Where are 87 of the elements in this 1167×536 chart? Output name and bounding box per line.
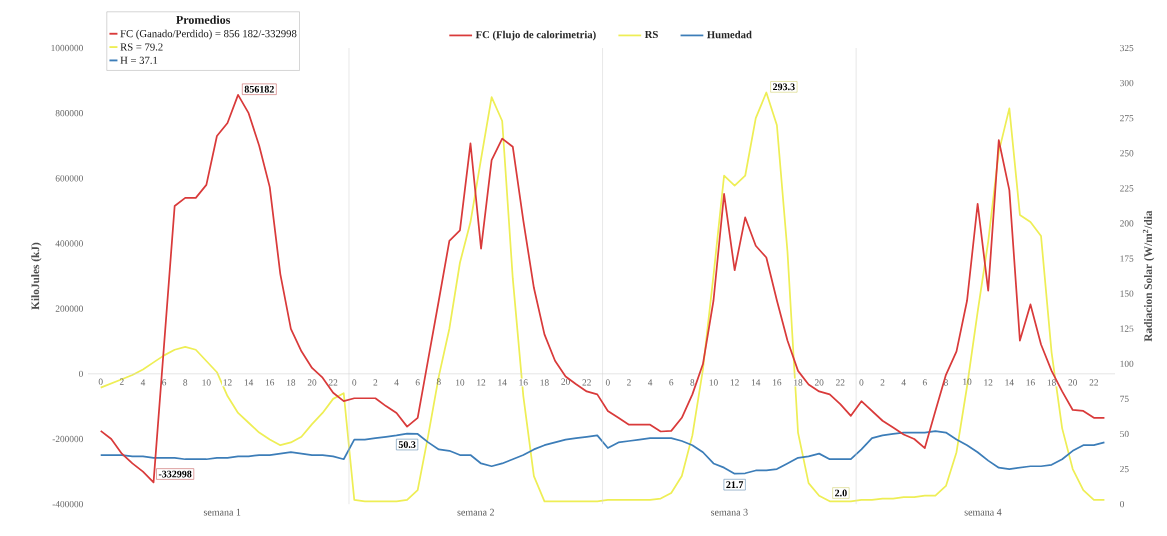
x-tick-label: 14 [1005, 379, 1014, 386]
data-label: 21.7 [726, 481, 744, 488]
x-tick-label: 14 [244, 379, 254, 386]
x-tick-label: 22 [328, 379, 338, 386]
legend-label: RS [644, 30, 658, 38]
x-tick-label: 0 [352, 379, 357, 386]
x-tick-label: 20 [1068, 379, 1078, 386]
x-tick-label: 22 [582, 379, 591, 386]
y-tick-label: 0 [79, 370, 83, 377]
y-tick-label: 800000 [55, 109, 83, 117]
x-tick-label: 18 [1047, 379, 1056, 386]
text: Promedios [176, 15, 231, 24]
x-tick-label: 8 [436, 378, 441, 385]
legend-label: Humedad [707, 30, 752, 39]
x-tick-label: 0 [605, 379, 610, 386]
x-tick-label: 0 [98, 378, 103, 385]
x-tick-label: 2 [373, 379, 378, 386]
y2-tick-label: 150 [1120, 290, 1134, 297]
text: semana 2 [457, 508, 494, 516]
x-tick-label: 6 [415, 379, 420, 386]
x-tick-label: 6 [162, 379, 167, 386]
y-tick-label: 400000 [55, 240, 83, 247]
x-tick-label: 16 [265, 379, 275, 386]
y2-tick-label: 225 [1120, 185, 1134, 192]
x-tick-label: 4 [647, 379, 653, 386]
x-tick-label: 2 [119, 378, 124, 385]
x-tick-label: 10 [709, 379, 718, 386]
annotation: RS = 79.2 [120, 43, 163, 51]
annotation: H = 37.1 [120, 56, 158, 64]
data-label: 2.0 [835, 489, 847, 497]
text: FC (Ganado/Perdido) = 856 182/-332998 [120, 29, 297, 40]
y-tick-label: -200000 [52, 435, 83, 443]
text: semana 4 [964, 508, 1002, 516]
x-tick-label: 6 [669, 379, 674, 386]
x-tick-label: 20 [561, 378, 570, 385]
x-tick-label: 12 [984, 379, 993, 386]
data-label: 293.3 [773, 83, 795, 91]
y2-tick-label: 175 [1120, 255, 1134, 262]
x-tick-label: 14 [751, 379, 761, 386]
x-tick-label: 16 [773, 379, 782, 386]
y-tick-label: 600000 [55, 175, 83, 182]
x-tick-label: 12 [477, 379, 486, 386]
y2-tick-label: 50 [1120, 430, 1129, 438]
x-tick-label: 18 [287, 379, 296, 386]
x-tick-label: 6 [922, 379, 927, 386]
x-tick-label: 16 [519, 379, 528, 386]
x-tick-label: 2 [627, 379, 631, 386]
text: semana 1 [203, 508, 241, 516]
y-tick-label: 1000000 [51, 44, 83, 52]
legend-label: FC (Flujo de calorimetria) [475, 30, 596, 41]
x-tick-label: 16 [1026, 379, 1035, 386]
y2-tick-label: 25 [1120, 465, 1129, 473]
y2-tick-label: 300 [1120, 79, 1134, 87]
y-tick-label: 200000 [55, 305, 83, 312]
text: semana 3 [711, 508, 748, 516]
y2-tick-label: 100 [1120, 360, 1134, 367]
x-tick-label: 12 [730, 379, 739, 386]
data-label: 856182 [244, 85, 274, 93]
x-tick-label: 12 [223, 379, 232, 386]
x-tick-label: 4 [140, 379, 146, 386]
y2-tick-label: 325 [1120, 44, 1134, 52]
x-tick-label: 14 [498, 379, 507, 386]
y2-tick-label: 75 [1120, 395, 1129, 402]
data-label: -332998 [158, 470, 192, 478]
y-tick-label: -400000 [52, 500, 83, 508]
x-tick-label: 4 [901, 379, 906, 386]
y2-tick-label: 0 [1120, 500, 1125, 508]
x-tick-label: 10 [456, 379, 465, 386]
x-tick-label: 10 [202, 379, 211, 386]
x-tick-label: 22 [836, 379, 845, 386]
y2-tick-label: 275 [1120, 114, 1134, 122]
x-tick-label: 20 [307, 379, 317, 386]
y2-axis-title: Radiacion Solar (W/m$^{2}$/dia [1142, 210, 1155, 342]
y2-tick-label: 125 [1120, 325, 1134, 332]
x-tick-label: 4 [394, 379, 399, 386]
x-tick-label: 8 [690, 379, 695, 386]
y-axis-title: KiloJules (kJ) [31, 242, 42, 310]
data-label: 50.3 [398, 441, 416, 448]
x-tick-label: 20 [814, 379, 824, 386]
x-tick-label: 18 [794, 379, 803, 386]
x-tick-label: 22 [1089, 379, 1098, 386]
y2-tick-label: 250 [1120, 150, 1134, 157]
y2-tick-label: 200 [1120, 220, 1134, 227]
x-tick-label: 0 [859, 379, 864, 386]
x-tick-label: 18 [540, 379, 549, 386]
x-tick-label: 2 [880, 379, 885, 386]
x-tick-label: 8 [183, 379, 188, 386]
